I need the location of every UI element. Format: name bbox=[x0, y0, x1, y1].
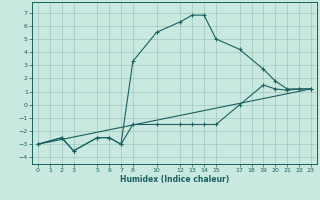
X-axis label: Humidex (Indice chaleur): Humidex (Indice chaleur) bbox=[120, 175, 229, 184]
